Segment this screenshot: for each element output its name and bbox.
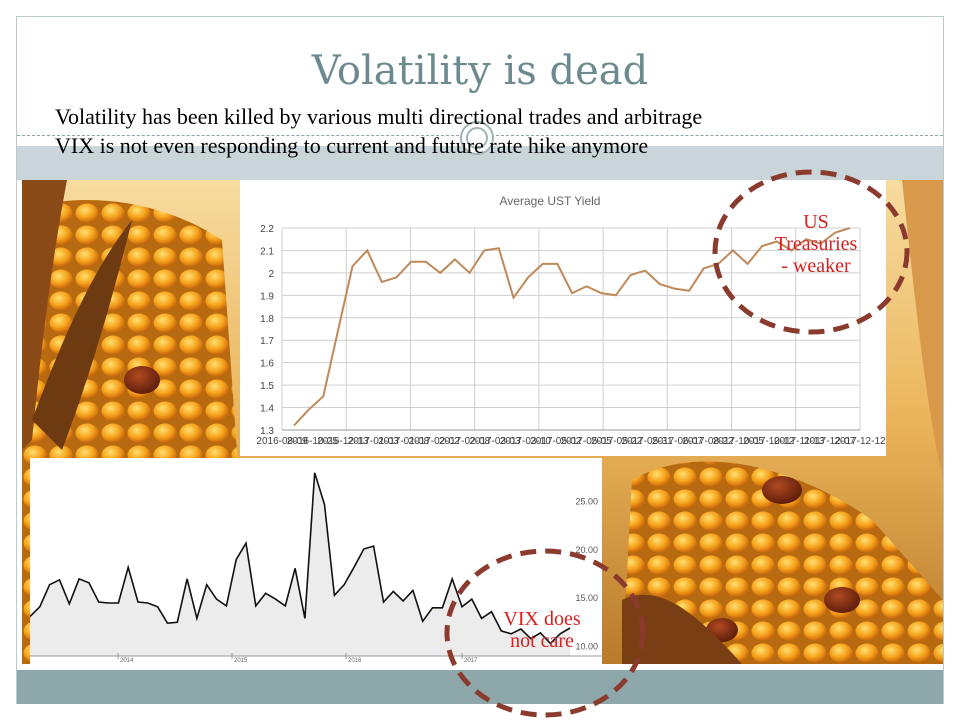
title-area: [17, 17, 943, 135]
ust-y-tick-label: 1.9: [260, 291, 274, 302]
ust-x-tick-label: 2017-05-05: [561, 436, 613, 447]
ust-x-tick-label: 2016-12-13: [317, 436, 369, 447]
ust-y-tick-label: 2.2: [260, 224, 274, 235]
ust-x-tick-label: 2017-08-22: [682, 436, 734, 447]
ust-x-tick-label: 2017-05-31: [621, 436, 673, 447]
ust-y-tick-label: 1.4: [260, 404, 274, 415]
vix-annotation: VIX does not care: [472, 608, 612, 652]
vix-annotation-line-1: VIX does: [503, 608, 581, 630]
vix-x-tick-label: 2017: [464, 658, 478, 664]
ust-x-tick-label: 2017-01-08: [378, 436, 430, 447]
ust-x-tick-label: 2016-10-25: [287, 436, 339, 447]
vix-x-tick-label: 2016: [348, 658, 362, 664]
subtitle-line-2: VIX is not even responding to current an…: [55, 133, 649, 158]
vix-area-fill: [30, 472, 570, 656]
vix-y-tick-label: 25.00: [575, 497, 598, 507]
ust-x-tick-label: 2017-05-02: [530, 436, 582, 447]
ust-x-tick-label: 2017-02-02: [409, 436, 461, 447]
vix-x-tick-label: 2014: [120, 658, 134, 664]
ust-y-tick-label: 2: [268, 269, 274, 280]
treasuries-annotation-line-3: - weaker: [781, 255, 851, 277]
treasuries-annotation-line-1: US: [803, 211, 829, 233]
ust-y-tick-label: 1.7: [260, 336, 274, 347]
ust-x-tick-label: 2016-08-09: [256, 436, 308, 447]
ust-y-tick-label: 1.3: [260, 426, 274, 437]
slide-title: Volatility is dead: [311, 48, 649, 94]
ust-x-tick-label: 2017-01-03: [348, 436, 400, 447]
bottom-band: [17, 670, 943, 704]
ust-y-tick-label: 1.5: [260, 381, 274, 392]
ust-x-tick-label: 2017-03-10: [500, 436, 552, 447]
ust-x-tick-label: 2017-11-13: [774, 436, 825, 447]
ust-x-tick-label: 2017-06-07: [652, 436, 704, 447]
ust-x-tick-label: 2017-03-03: [469, 436, 521, 447]
ust-x-tick-label: 2017-10-05: [713, 436, 765, 447]
treasuries-annotation-line-2: Treasuries: [774, 233, 858, 255]
vix-y-tick-label: 20.00: [575, 545, 598, 555]
ust-x-tick-label: 2017-02-08: [439, 436, 491, 447]
subtitle-line-1: Volatility has been killed by various mu…: [55, 104, 703, 129]
ust-x-tick-label: 2017-05-22: [591, 436, 643, 447]
vix-annotation-line-2: not care: [510, 630, 574, 652]
treasuries-annotation: US Treasuries - weaker: [746, 211, 886, 277]
ornament-icon: [460, 121, 494, 155]
ust-y-tick-label: 1.8: [260, 314, 274, 325]
vix-x-tick-label: 2015: [234, 658, 248, 664]
ust-chart-title: Average UST Yield: [500, 194, 601, 208]
ust-x-tick-label: 2017-12-12: [834, 436, 886, 447]
ust-y-tick-label: 1.6: [260, 359, 274, 370]
ust-yield-chart-svg: Average UST Yield 1.3 1.4 1.5 1.6 1.7 1.8 1.9 2…: [256, 194, 886, 447]
ust-y-tick-label: 2.1: [260, 246, 274, 257]
ust-x-tick-label: 2017-10-12: [743, 436, 795, 447]
vix-y-tick-label: 15.00: [575, 593, 598, 603]
ust-x-tick-label: 2017-12-07: [804, 436, 856, 447]
